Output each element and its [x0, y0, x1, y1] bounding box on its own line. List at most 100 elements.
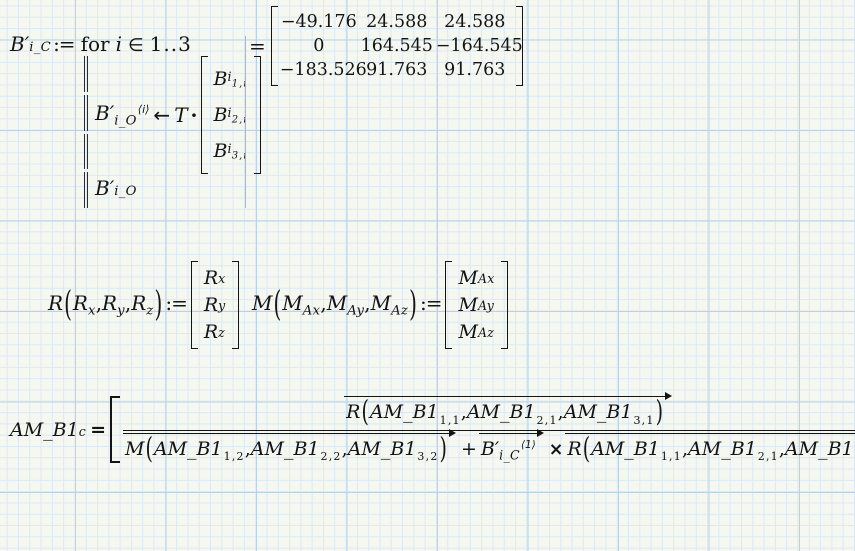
comma: , — [681, 437, 689, 460]
matrix-bracket-right — [231, 261, 239, 349]
matrix-cell: 91.763 — [366, 59, 428, 80]
r-call: R(AM_B11,1,AM_B12,1,AM_B13,1) — [567, 432, 855, 466]
lhs-subscript: c — [78, 423, 87, 439]
nested-subscript: 1,i — [231, 78, 248, 90]
matrix-bracket-right — [500, 261, 508, 349]
assignment-target: B′i_O⟨i⟩ — [95, 101, 150, 129]
outer-bracket-left — [109, 396, 120, 464]
vector-entry: M Ay — [458, 294, 495, 316]
program-result: = −49.176 24.588 24.588 0 164.545 −164.5… — [249, 6, 523, 86]
paren-open: ( — [582, 432, 591, 466]
assign-operator: := — [53, 32, 75, 56]
m-function-signature: M ( MAx , MAy , MAz ) := — [252, 282, 443, 324]
equals-sign: = — [249, 34, 266, 58]
function-name: R — [346, 401, 361, 423]
m-function-definition-region[interactable]: M ( MAx , MAy , MAz ) := M Ax M Ay M Az — [252, 261, 508, 349]
matrix-cell: −183.526 — [279, 59, 367, 80]
matrix-cell: 91.763 — [444, 59, 506, 80]
paren-open: ( — [361, 395, 369, 429]
comma: , — [778, 437, 785, 460]
cross-product-operator: × — [548, 439, 564, 460]
function-arg: MAx — [282, 291, 321, 319]
left-arrow-operator: ← — [153, 103, 171, 127]
comma: , — [320, 291, 327, 316]
return-variable: B′ — [95, 176, 115, 200]
matrix-cell: 24.588 — [444, 11, 506, 32]
column-operator-superscript: ⟨i⟩ — [137, 103, 150, 116]
result-matrix: −49.176 24.588 24.588 0 164.545 −164.545… — [270, 6, 523, 86]
program-line-return: B′ i_O — [95, 176, 137, 200]
paren-open: ( — [273, 282, 282, 325]
target-subscript: i_O — [114, 113, 137, 129]
assign-operator: := — [165, 291, 187, 316]
paren-open: ( — [145, 432, 153, 466]
comma: , — [244, 437, 251, 460]
matrix-bracket-right — [253, 56, 261, 174]
matrix-cell: 0 — [313, 35, 325, 56]
matrix-bracket-left — [270, 6, 278, 86]
m-call: M(AM_B11,2,AM_B12,2,AM_B13,2) — [124, 432, 447, 466]
function-arg: MAy — [326, 291, 365, 319]
am-b1-equation-region[interactable]: AM_B1 c = R(AM_B11,1,AM_B12,1,AM_B13,1) M… — [10, 392, 855, 466]
lhs-subscript: i_C — [29, 40, 52, 55]
region-separator-line — [245, 36, 246, 208]
program-bar-segment — [84, 94, 88, 131]
fraction-bar — [122, 429, 855, 431]
paren-close: ) — [439, 432, 447, 466]
return-subscript: i_O — [114, 184, 137, 199]
m-vector: M Ax M Ay M Az — [445, 261, 508, 349]
matrix-bracket-left — [190, 261, 198, 349]
vector-entries: M Ax M Ay M Az — [452, 263, 500, 348]
paren-open: ( — [64, 282, 72, 325]
program-header: B′ i_C := for i ∈ 1..3 — [10, 32, 192, 56]
comma: , — [95, 291, 103, 316]
function-name: R — [567, 437, 582, 460]
matrix-cell: 24.588 — [366, 11, 428, 32]
matrix-cell: −49.176 — [280, 11, 357, 32]
function-name: R — [48, 291, 64, 316]
program-bar-segment — [84, 133, 88, 170]
vectorize-operator: B′i_C⟨1⟩ — [478, 428, 547, 462]
r-call: R(AM_B11,1,AM_B12,1,AM_B13,1) — [346, 395, 663, 429]
function-arg: Rx — [72, 291, 96, 319]
paren-close: ) — [409, 282, 417, 325]
matrix-bracket-left — [445, 261, 453, 349]
paren-close: ) — [154, 282, 163, 325]
element-of-symbol: ∈ — [127, 35, 144, 56]
function-arg: Rz — [131, 291, 154, 319]
nested-subscript: 3,i — [231, 150, 248, 162]
function-name: M — [252, 291, 273, 316]
comma: , — [341, 437, 348, 460]
lhs-variable: B′ — [10, 32, 30, 56]
comma: , — [124, 291, 132, 316]
subscript: i_C — [499, 446, 520, 462]
program-bar-segment — [84, 56, 88, 92]
comma: , — [364, 291, 371, 316]
comma: , — [460, 401, 467, 423]
loop-variable: i — [115, 32, 122, 56]
matrix-bracket-right — [515, 6, 523, 86]
function-arg: MAz — [370, 291, 409, 319]
matrix-cell: −164.545 — [435, 35, 523, 56]
vectorize-operator: M(AM_B11,2,AM_B12,2,AM_B13,2) — [122, 428, 459, 466]
comma: , — [557, 401, 564, 423]
for-keyword: for — [80, 32, 110, 56]
loop-range: 1..3 — [149, 32, 192, 56]
paren-close: ) — [655, 395, 663, 429]
program-bar-segment — [84, 172, 88, 208]
vector-entry: M Ax — [458, 267, 495, 289]
vector-entry: M Az — [458, 321, 495, 343]
